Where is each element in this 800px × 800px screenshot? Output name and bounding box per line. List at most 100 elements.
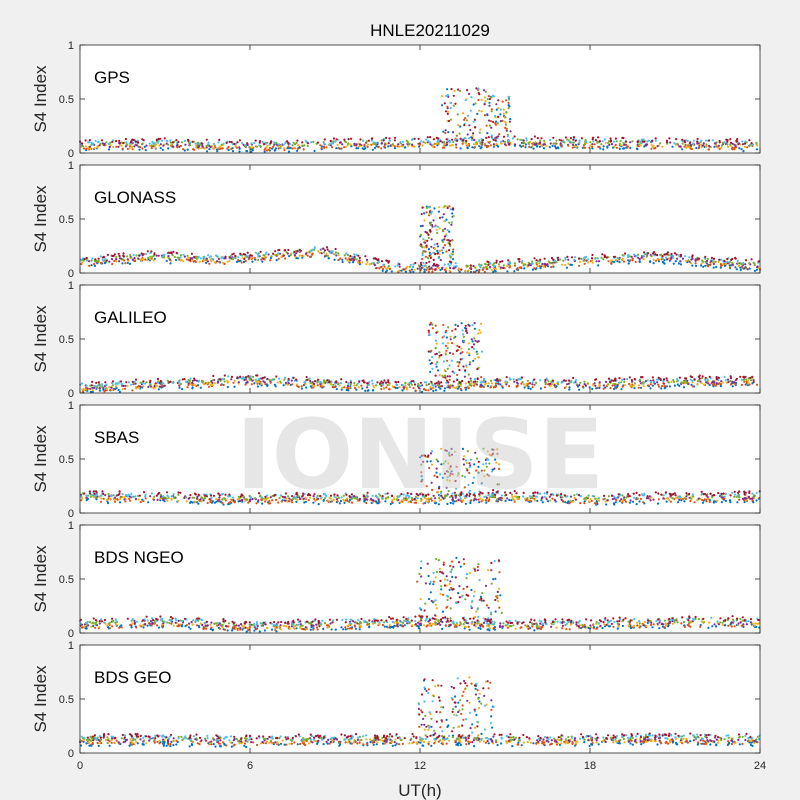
data-point xyxy=(731,263,734,266)
data-point xyxy=(458,132,461,135)
data-point xyxy=(696,383,699,386)
data-point xyxy=(543,257,546,260)
data-point xyxy=(258,144,261,147)
data-point xyxy=(452,94,455,97)
data-point xyxy=(630,379,634,382)
data-point xyxy=(200,142,203,145)
data-point xyxy=(554,259,557,262)
data-point xyxy=(432,219,435,222)
data-point xyxy=(702,142,705,145)
data-point xyxy=(631,500,635,503)
data-point xyxy=(707,626,710,630)
data-point xyxy=(508,264,511,267)
data-point xyxy=(735,139,738,142)
data-point xyxy=(264,500,267,503)
data-point xyxy=(736,501,739,504)
data-point xyxy=(520,261,524,264)
data-point xyxy=(591,261,594,264)
data-point xyxy=(438,374,441,377)
data-point xyxy=(85,496,88,499)
data-point xyxy=(263,376,266,379)
data-point xyxy=(610,143,614,146)
data-point xyxy=(729,143,732,146)
data-point xyxy=(449,118,452,121)
data-point xyxy=(334,385,337,389)
data-point xyxy=(302,255,305,258)
data-point xyxy=(533,629,536,632)
data-point xyxy=(723,375,726,378)
data-point xyxy=(750,142,753,145)
data-point xyxy=(433,247,436,251)
data-point xyxy=(116,498,119,501)
data-point xyxy=(142,491,146,494)
data-point xyxy=(344,257,347,260)
data-point xyxy=(125,381,128,384)
data-point xyxy=(676,379,680,382)
data-point xyxy=(397,143,400,146)
data-point xyxy=(654,146,657,149)
data-point xyxy=(552,142,555,145)
data-point xyxy=(286,141,290,144)
data-point xyxy=(445,141,449,144)
data-point xyxy=(431,323,434,326)
data-point xyxy=(629,499,632,502)
data-point xyxy=(443,244,446,247)
data-point xyxy=(420,258,424,261)
data-point xyxy=(435,382,438,385)
data-point xyxy=(456,361,459,364)
data-point xyxy=(402,143,405,146)
data-point xyxy=(211,381,214,384)
data-point xyxy=(583,262,586,265)
data-point xyxy=(221,261,224,264)
data-point xyxy=(178,386,181,389)
data-point xyxy=(254,378,257,381)
data-point xyxy=(339,499,342,503)
data-point xyxy=(322,385,325,388)
data-point xyxy=(254,251,257,254)
data-point xyxy=(89,390,93,393)
data-point xyxy=(728,499,732,502)
data-point xyxy=(438,351,441,354)
data-point xyxy=(182,260,185,263)
data-point xyxy=(430,361,433,365)
data-point xyxy=(117,493,120,496)
data-point xyxy=(295,383,299,386)
data-point xyxy=(216,150,219,153)
data-point xyxy=(92,490,95,493)
data-point xyxy=(651,139,654,142)
data-point xyxy=(749,497,752,500)
data-point xyxy=(423,246,426,249)
data-point xyxy=(172,493,175,496)
data-point xyxy=(495,120,498,123)
data-point xyxy=(697,147,700,150)
data-point xyxy=(608,380,612,383)
data-point xyxy=(367,389,370,392)
data-point xyxy=(420,266,423,269)
data-point xyxy=(110,381,114,385)
data-point xyxy=(355,253,358,257)
data-point xyxy=(367,383,371,386)
data-point xyxy=(149,252,152,255)
data-point xyxy=(474,339,477,342)
data-point xyxy=(424,389,427,392)
data-point xyxy=(103,262,106,265)
data-point xyxy=(223,380,226,383)
data-point xyxy=(437,384,440,387)
data-point xyxy=(617,496,620,499)
data-point xyxy=(186,386,189,389)
data-point xyxy=(453,89,456,93)
data-point xyxy=(430,349,433,352)
data-point xyxy=(431,367,434,370)
data-point xyxy=(483,96,487,99)
data-point xyxy=(667,254,671,257)
data-point xyxy=(452,386,455,389)
data-point xyxy=(124,262,127,265)
data-point xyxy=(332,137,336,140)
data-point xyxy=(118,501,122,504)
data-point xyxy=(734,145,737,148)
data-point xyxy=(159,143,162,146)
data-point xyxy=(118,139,121,142)
data-point xyxy=(691,385,694,388)
